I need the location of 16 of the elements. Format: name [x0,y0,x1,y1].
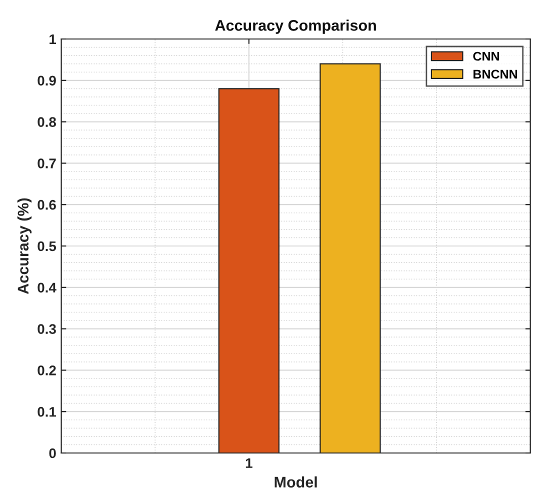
y-tick-label: 0.9 [38,76,56,86]
legend-label: CNN [473,52,499,61]
y-axis-title: Accuracy (%) [17,198,32,294]
x-axis-title: Model [274,476,317,488]
y-tick-label: 0.1 [38,406,56,417]
y-tick-label: 0.4 [38,282,56,293]
legend-label: BNCNN [474,70,517,79]
y-tick-label: 0.6 [38,200,56,210]
y-tick-label: 0.2 [38,366,56,376]
y-tick-label: 0.3 [38,324,56,334]
y-tick-label: 0.8 [38,117,56,127]
y-tick-label: 0.5 [38,241,56,252]
chart-title: Accuracy Comparison [215,20,376,34]
y-tick-label: 1 [50,34,56,44]
y-tick-label: 0 [49,448,56,458]
y-tick-label: 0.7 [38,158,56,168]
